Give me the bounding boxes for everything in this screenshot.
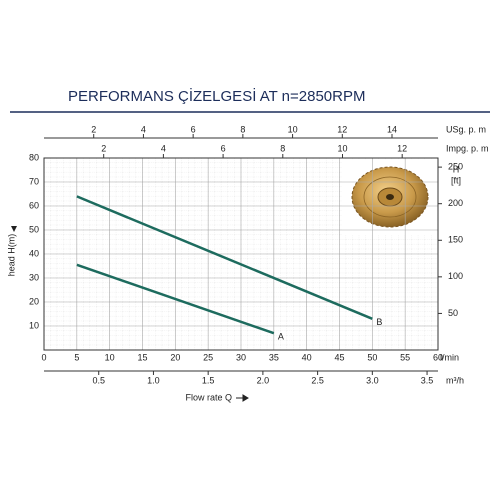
y2-axis-unit: [ft]: [451, 175, 461, 185]
y2-axis-label: H: [453, 164, 460, 174]
secondary-tick-label: 2.0: [257, 375, 270, 385]
y-tick-label: 20: [29, 296, 39, 306]
secondary-tick-label: 10: [337, 143, 347, 153]
series-label: B: [376, 317, 382, 327]
x-arrow: [236, 394, 249, 402]
secondary-tick-label: 1.0: [147, 375, 160, 385]
x-axis-unit: l/min: [440, 352, 459, 362]
plot-frame: [43, 157, 439, 351]
x-tick-label: 35: [269, 352, 279, 362]
secondary-tick-label: 6: [191, 124, 196, 134]
secondary-tick-label: 12: [337, 124, 347, 134]
y2-tick-label: 250: [448, 161, 463, 171]
secondary-tick-label: 3.5: [421, 375, 434, 385]
y-axis-label: head H(m): [6, 234, 16, 277]
y-tick-label: 60: [29, 200, 39, 210]
x-tick-label: 50: [367, 352, 377, 362]
x-tick-label: 40: [302, 352, 312, 362]
series-line: [76, 195, 373, 320]
y2-tick-label: 50: [448, 308, 458, 318]
series-line: [76, 263, 275, 335]
secondary-tick-label: 2.5: [311, 375, 324, 385]
x-tick-label: 55: [400, 352, 410, 362]
y-tick-label: 80: [29, 152, 39, 162]
secondary-tick-label: 0.5: [92, 375, 105, 385]
x-tick-label: 5: [74, 352, 79, 362]
secondary-tick-label: 6: [221, 143, 226, 153]
series-label: A: [278, 332, 284, 342]
x-tick-label: 30: [236, 352, 246, 362]
y-tick-label: 10: [29, 320, 39, 330]
secondary-tick-label: 4: [161, 143, 166, 153]
secondary-axis-label: m³/h: [446, 375, 464, 385]
secondary-tick-label: 1.5: [202, 375, 215, 385]
secondary-tick-label: 2: [91, 124, 96, 134]
x-tick-label: 60: [433, 352, 443, 362]
x-tick-label: 25: [203, 352, 213, 362]
secondary-tick-label: 8: [280, 143, 285, 153]
y-tick-label: 40: [29, 248, 39, 258]
x-tick-label: 45: [334, 352, 344, 362]
secondary-tick-label: 12: [397, 143, 407, 153]
impeller-photo: [342, 160, 437, 235]
secondary-axis-label: USg. p. m: [446, 124, 486, 134]
secondary-tick-label: 10: [288, 124, 298, 134]
y-tick-label: 50: [29, 224, 39, 234]
y2-tick-label: 100: [448, 271, 463, 281]
secondary-tick-label: 14: [387, 124, 397, 134]
x-tick-label: 15: [137, 352, 147, 362]
chart-title: PERFORMANS ÇİZELGESİ AT n=2850RPM: [68, 87, 365, 105]
secondary-tick-label: 2: [101, 143, 106, 153]
y2-tick-label: 150: [448, 235, 463, 245]
secondary-axis-label: Impg. p. m: [446, 143, 489, 153]
x-axis-label: Flow rate Q: [185, 392, 232, 402]
secondary-tick-label: 4: [141, 124, 146, 134]
y2-tick-label: 200: [448, 198, 463, 208]
x-tick-label: 20: [170, 352, 180, 362]
x-tick-label: 0: [41, 352, 46, 362]
y-tick-label: 70: [29, 176, 39, 186]
x-tick-label: 10: [105, 352, 115, 362]
y-tick-label: 30: [29, 272, 39, 282]
secondary-tick-label: 8: [240, 124, 245, 134]
y-arrow: [11, 226, 17, 232]
secondary-tick-label: 3.0: [366, 375, 379, 385]
